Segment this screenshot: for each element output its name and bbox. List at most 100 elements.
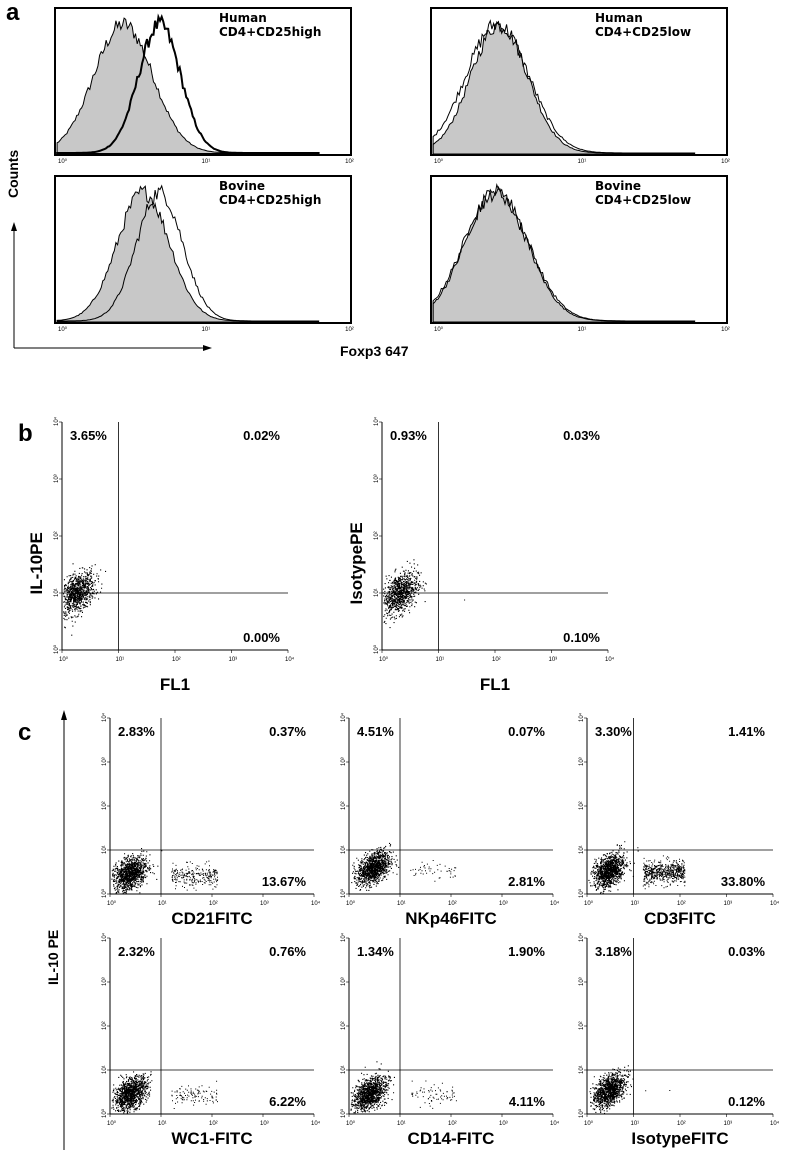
histogram-label-species: Bovine: [595, 179, 641, 193]
dotplot-5: 10⁰ 10⁰ 10¹ 10¹ 10² 10² 10³ 10³ 10⁴ 10⁴ 3.30% 1.41%…: [578, 712, 780, 928]
histogram-tick-label: 10⁰: [58, 158, 68, 165]
histogram-tick-label: 10¹: [202, 159, 211, 165]
y-tick-label: 10²: [102, 801, 108, 810]
x-tick-label: 10⁰: [584, 900, 594, 907]
histogram-label-population: CD4+CD25low: [595, 193, 691, 207]
histogram-tick-label: 10⁰: [58, 326, 68, 333]
x-tick-label: 10⁰: [346, 1120, 356, 1127]
y-tick-label: 10¹: [102, 845, 108, 854]
x-tick-label: 10³: [260, 901, 269, 907]
x-tick-label: 10²: [448, 901, 457, 907]
dotplot-4: 10⁰ 10⁰ 10¹ 10¹ 10² 10² 10³ 10³ 10⁴ 10⁴ 4.51% 0.07%…: [340, 712, 560, 928]
y-tick-label: 10¹: [341, 845, 347, 854]
x-tick-label: 10⁰: [59, 656, 69, 663]
panel-a-xlabel: Foxp3 647: [340, 343, 409, 359]
histogram-isotype-series: [432, 20, 696, 155]
dotplot-3: 10⁰ 10⁰ 10¹ 10¹ 10² 10² 10³ 10³ 10⁴ 10⁴ 2.83% 0.37%…: [101, 712, 321, 928]
x-tick-label: 10⁴: [605, 656, 615, 663]
dotplot-xlabel: CD21FITC: [171, 909, 252, 928]
dotplot-events: [111, 1071, 218, 1114]
y-tick-label: 10⁰: [578, 888, 585, 898]
y-tick-label: 10²: [54, 531, 60, 540]
x-tick-label: 10⁴: [311, 900, 321, 907]
quadrant-ul-percent: 2.32%: [118, 944, 155, 959]
x-tick-label: 10¹: [436, 657, 445, 663]
histogram-tick-label: 10⁰: [434, 158, 444, 165]
x-tick-label: 10³: [260, 1121, 269, 1127]
y-tick-label: 10³: [341, 757, 347, 766]
quadrant-ur-percent: 0.02%: [243, 428, 280, 443]
y-tick-label: 10¹: [102, 1065, 108, 1074]
y-tick-label: 10⁴: [101, 932, 108, 942]
histogram-tick-label: 10¹: [578, 159, 587, 165]
x-tick-label: 10²: [677, 1121, 686, 1127]
dotplot-events: [588, 841, 686, 894]
histogram-tick-label: 10¹: [578, 327, 587, 333]
x-tick-label: 10⁴: [550, 1120, 560, 1127]
x-tick-label: 10³: [724, 901, 733, 907]
dotplot-8: 10⁰ 10⁰ 10¹ 10¹ 10² 10² 10³ 10³ 10⁴ 10⁴ 3.18% 0.03%…: [578, 932, 780, 1148]
quadrant-ur-percent: 0.76%: [269, 944, 306, 959]
x-tick-label: 10¹: [397, 901, 406, 907]
quadrant-ul-percent: 4.51%: [357, 724, 394, 739]
x-tick-label: 10¹: [631, 1121, 640, 1127]
quadrant-lr-percent: 0.00%: [243, 630, 280, 645]
panel-a-ylabel: Counts: [5, 150, 21, 198]
x-tick-label: 10⁰: [107, 900, 117, 907]
dotplot-xlabel: NKp46FITC: [405, 909, 497, 928]
y-tick-label: 10²: [341, 801, 347, 810]
histogram-label-species: Bovine: [219, 179, 265, 193]
panel-letter-b: b: [18, 420, 33, 447]
histogram-frame: [430, 175, 728, 324]
dotplot-xlabel: WC1-FITC: [171, 1129, 252, 1148]
y-tick-label: 10⁴: [101, 712, 108, 722]
histogram-stained-series: [432, 183, 696, 323]
dotplot-xlabel: FL1: [160, 675, 190, 694]
x-tick-label: 10⁴: [285, 656, 295, 663]
x-tick-label: 10³: [499, 901, 508, 907]
histogram-tick-label: 10²: [345, 327, 354, 333]
quadrant-lr-percent: 4.11%: [509, 1094, 546, 1109]
y-tick-label: 10⁰: [340, 1108, 347, 1118]
y-tick-label: 10⁴: [340, 932, 347, 942]
x-tick-label: 10¹: [397, 1121, 406, 1127]
y-tick-label: 10²: [579, 1021, 585, 1030]
quadrant-ul-percent: 3.65%: [70, 428, 107, 443]
histogram-tick-label: 10⁰: [434, 326, 444, 333]
y-tick-label: 10¹: [374, 588, 380, 597]
x-tick-label: 10²: [677, 901, 686, 907]
histogram-isotype-series: [432, 185, 696, 323]
dotplot-xlabel: FL1: [480, 675, 510, 694]
histogram-label-species: Human: [219, 11, 267, 25]
y-tick-label: 10⁴: [340, 712, 347, 722]
y-tick-label: 10⁰: [101, 1108, 108, 1118]
x-tick-label: 10²: [209, 901, 218, 907]
x-tick-label: 10⁰: [584, 1120, 594, 1127]
y-tick-label: 10⁰: [53, 644, 60, 654]
dotplot-7: 10⁰ 10⁰ 10¹ 10¹ 10² 10² 10³ 10³ 10⁴ 10⁴ 1.34% 1.90%…: [340, 932, 560, 1148]
quadrant-lr-percent: 33.80%: [721, 874, 766, 889]
quadrant-ul-percent: 2.83%: [118, 724, 155, 739]
y-tick-label: 10²: [374, 531, 380, 540]
quadrant-lr-percent: 6.22%: [269, 1094, 306, 1109]
histogram-stained-series: [56, 184, 320, 323]
x-tick-label: 10³: [229, 657, 238, 663]
dotplot-1: 10⁰ 10⁰ 10¹ 10¹ 10² 10² 10³ 10³ 10⁴ 10⁴ 3.65% 0.02%…: [27, 416, 295, 694]
y-tick-label: 10⁰: [578, 1108, 585, 1118]
dotplot-events: [383, 559, 466, 629]
y-tick-label: 10³: [102, 757, 108, 766]
x-tick-label: 10¹: [631, 901, 640, 907]
histogram-label-population: CD4+CD25high: [219, 25, 321, 39]
quadrant-ur-percent: 0.03%: [563, 428, 600, 443]
x-tick-label: 10⁰: [107, 1120, 117, 1127]
histogram-stained-series: [56, 13, 320, 155]
histogram-stained-series: [432, 19, 696, 155]
dotplot-ylabel: IsotypePE: [347, 522, 366, 604]
quadrant-ul-percent: 3.30%: [595, 724, 632, 739]
y-tick-label: 10¹: [54, 588, 60, 597]
quadrant-ur-percent: 1.41%: [728, 724, 765, 739]
x-tick-label: 10³: [724, 1121, 733, 1127]
